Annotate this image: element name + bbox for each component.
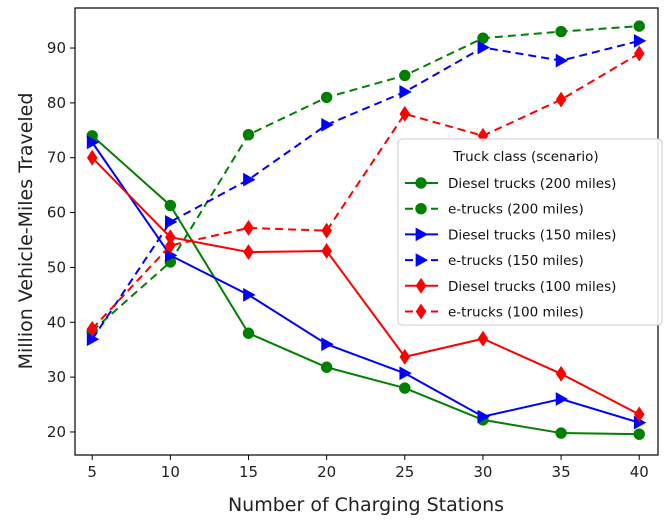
data-point bbox=[633, 45, 645, 62]
x-tick-label: 25 bbox=[395, 463, 414, 481]
data-point bbox=[633, 406, 645, 423]
data-point bbox=[243, 220, 254, 236]
x-tick-label: 10 bbox=[161, 463, 180, 481]
legend-marker bbox=[415, 202, 427, 215]
data-point bbox=[321, 337, 334, 352]
y-tick-label: 30 bbox=[47, 368, 66, 386]
data-point bbox=[555, 427, 567, 439]
data-point bbox=[477, 330, 489, 347]
legend-item: e-trucks (100 miles) bbox=[405, 303, 584, 321]
data-point bbox=[633, 34, 647, 48]
data-point bbox=[633, 20, 645, 32]
legend-marker bbox=[415, 253, 429, 267]
data-point bbox=[86, 320, 98, 337]
data-point bbox=[86, 149, 98, 166]
data-point bbox=[164, 215, 178, 229]
y-tick-label: 60 bbox=[47, 204, 66, 222]
series-line bbox=[91, 135, 640, 436]
legend-label: Diesel trucks (150 miles) bbox=[448, 227, 616, 243]
x-tick-label: 5 bbox=[87, 463, 97, 481]
data-point bbox=[320, 361, 333, 373]
data-point bbox=[321, 222, 332, 239]
y-tick-label: 70 bbox=[47, 149, 66, 167]
series-3 bbox=[86, 135, 647, 430]
data-point bbox=[477, 32, 489, 44]
y-tick-label: 50 bbox=[47, 258, 66, 276]
legend: Truck class (scenario) Diesel trucks (200… bbox=[397, 138, 663, 326]
series-line bbox=[91, 39, 640, 340]
data-point bbox=[164, 199, 177, 212]
legend-marker bbox=[415, 277, 427, 294]
data-point bbox=[477, 40, 490, 55]
legend-title: Truck class (scenario) bbox=[452, 149, 598, 165]
data-point bbox=[243, 287, 256, 302]
data-point bbox=[165, 237, 176, 254]
series-line bbox=[91, 157, 640, 416]
data-point bbox=[555, 25, 567, 38]
legend-item: Diesel trucks (100 miles) bbox=[405, 277, 616, 295]
legend-label: Diesel trucks (100 miles) bbox=[448, 279, 616, 295]
y-tick-label: 20 bbox=[47, 423, 66, 441]
legend-label: e-trucks (150 miles) bbox=[448, 253, 584, 269]
x-tick-label: 40 bbox=[630, 463, 649, 481]
axis-ticks: 5 10 15 20 25 30 35 40 20 30 40 50 60 70 80 90 bbox=[47, 39, 649, 481]
series-5 bbox=[86, 149, 645, 423]
legend-label: e-trucks (200 miles) bbox=[448, 202, 584, 218]
series-line bbox=[91, 141, 640, 424]
data-point bbox=[399, 348, 411, 365]
data-point bbox=[399, 105, 411, 122]
data-point bbox=[321, 243, 332, 259]
y-axis-label: Million Vehicle-Miles Traveled bbox=[15, 93, 37, 370]
legend-item: Diesel trucks (150 miles) bbox=[405, 227, 616, 243]
data-point bbox=[555, 392, 569, 406]
data-point bbox=[242, 128, 255, 141]
data-point bbox=[243, 244, 254, 260]
data-point bbox=[320, 91, 333, 104]
legend-marker bbox=[415, 227, 429, 242]
legend-item: e-trucks (200 miles) bbox=[405, 202, 584, 218]
data-point bbox=[399, 366, 412, 381]
x-tick-label: 20 bbox=[317, 463, 336, 481]
y-tick-label: 80 bbox=[47, 94, 66, 112]
data-point bbox=[86, 135, 100, 150]
series-2 bbox=[86, 20, 645, 337]
legend-item: Diesel trucks (200 miles) bbox=[405, 176, 616, 192]
legend-marker bbox=[415, 303, 427, 320]
series-line bbox=[91, 52, 640, 330]
series-1 bbox=[86, 130, 645, 440]
data-point bbox=[399, 69, 411, 82]
x-axis-label: Number of Charging Stations bbox=[228, 494, 504, 516]
series-line bbox=[91, 25, 640, 332]
data-point bbox=[555, 365, 567, 382]
x-tick-label: 35 bbox=[552, 463, 571, 481]
data-point bbox=[555, 91, 567, 108]
data-point bbox=[242, 327, 255, 339]
data-point bbox=[633, 428, 645, 440]
series-4 bbox=[86, 34, 647, 347]
x-tick-label: 30 bbox=[473, 463, 492, 481]
legend-item: e-trucks (150 miles) bbox=[405, 253, 584, 269]
legend-marker bbox=[415, 177, 427, 189]
x-tick-label: 15 bbox=[239, 463, 258, 481]
data-point bbox=[399, 85, 412, 99]
legend-box bbox=[397, 138, 663, 326]
legend-label: e-trucks (100 miles) bbox=[448, 305, 584, 321]
legend-label: Diesel trucks (200 miles) bbox=[448, 176, 616, 192]
data-point bbox=[477, 409, 490, 424]
data-point bbox=[555, 53, 569, 68]
data-point bbox=[86, 332, 100, 347]
data-point bbox=[399, 382, 411, 394]
y-tick-label: 40 bbox=[47, 313, 66, 331]
data-point bbox=[321, 117, 334, 132]
series-layer bbox=[86, 20, 647, 440]
y-tick-label: 90 bbox=[47, 39, 66, 57]
data-point bbox=[243, 172, 256, 187]
